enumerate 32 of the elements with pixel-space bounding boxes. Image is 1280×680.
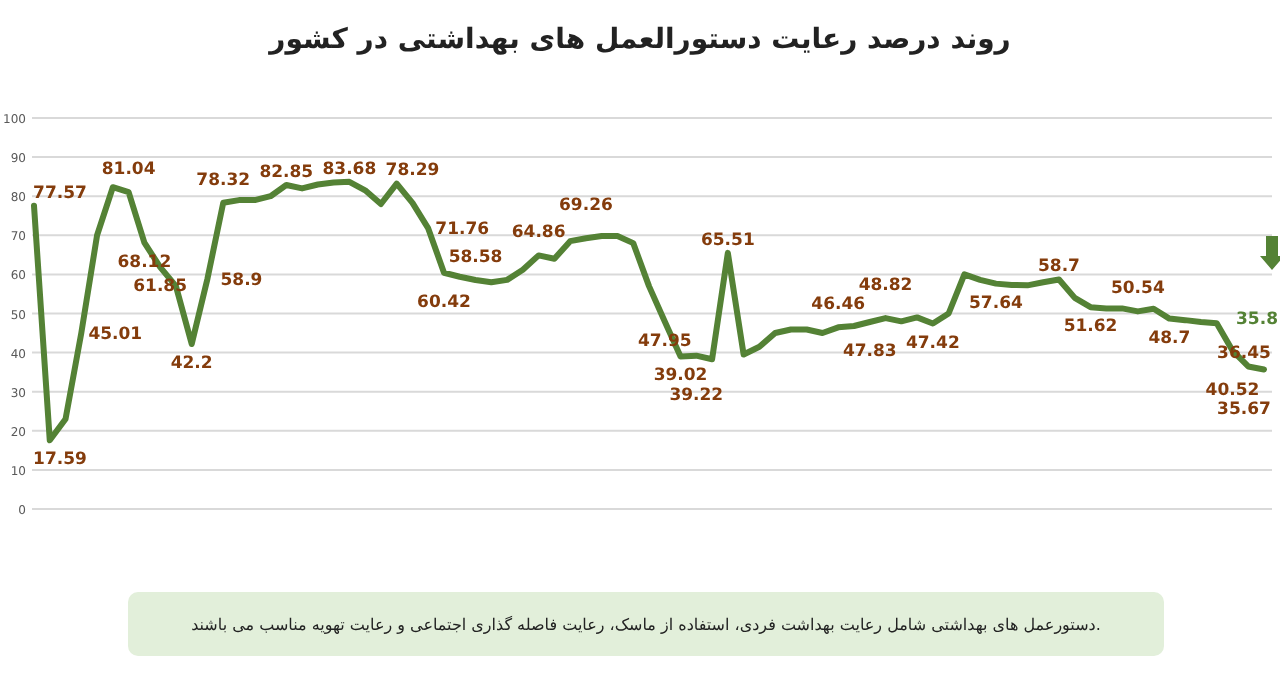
data-label: 58.9 — [220, 270, 263, 291]
chart-title: روند درصد رعایت دستورالعمل های بهداشتی در کشور — [267, 24, 1011, 56]
data-label: 82.85 — [259, 163, 314, 184]
data-label: 47.83 — [842, 341, 897, 362]
data-label: 65.51 — [700, 230, 755, 251]
data-label: 48.7 — [1148, 328, 1191, 349]
data-label: 78.32 — [196, 170, 251, 191]
annotation: 35.8 — [1236, 310, 1279, 330]
data-label: 58.7 — [1038, 257, 1081, 278]
data-label: 48.82 — [858, 276, 913, 297]
data-label: 47.42 — [905, 333, 960, 354]
data-label: 50.54 — [1110, 279, 1165, 300]
data-label: 69.26 — [559, 196, 613, 217]
data-label: 35.67 — [1217, 399, 1272, 420]
data-label: 42.2 — [170, 354, 213, 374]
data-label: 17.59 — [33, 450, 88, 471]
data-label: 45.01 — [88, 325, 143, 346]
data-label: 71.76 — [435, 220, 490, 241]
data-label: 39.22 — [669, 385, 724, 406]
data-label: 57.64 — [969, 293, 1023, 314]
data-label: 64.86 — [511, 223, 566, 244]
data-label: 78.29 — [385, 160, 440, 181]
data-label: 60.42 — [417, 292, 472, 313]
data-label: 39.02 — [653, 366, 708, 387]
data-label: 83.68 — [322, 159, 377, 180]
text: دستورعمل های بهداشتی شامل رعایت بهداشت فردی، استفاده از ماسک، رعایت فاصله گذاری اجتماعی و رعایت تهویه مناسب می باشند. — [191, 614, 1101, 634]
data-label: 58.58 — [448, 247, 503, 268]
data-label: 81.04 — [101, 160, 156, 181]
data-label: 51.62 — [1063, 317, 1118, 338]
data-label: 46.46 — [811, 295, 866, 316]
data-label: 77.57 — [33, 183, 88, 204]
data-label: 40.52 — [1205, 380, 1260, 401]
